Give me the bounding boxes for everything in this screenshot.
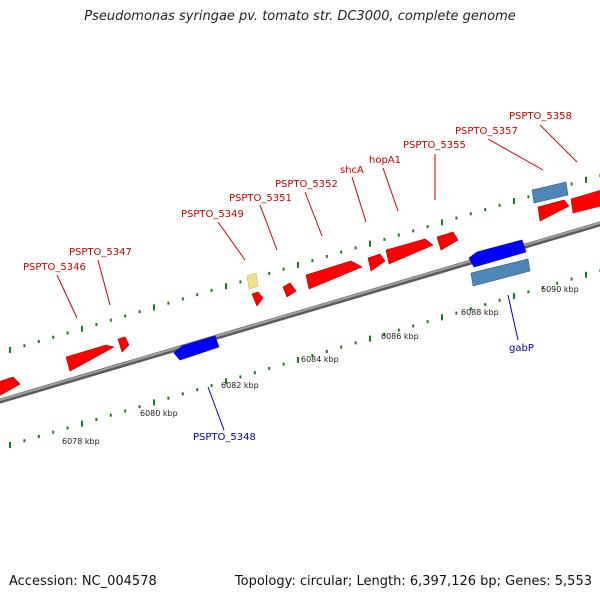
gene-label[interactable]: PSPTO_5346 <box>23 262 86 273</box>
pseudo-feature[interactable] <box>246 272 259 290</box>
gene-arrow[interactable] <box>0 376 21 396</box>
page-title: Pseudomonas syringae pv. tomato str. DC3… <box>84 9 516 24</box>
gene-label[interactable]: PSPTO_5349 <box>181 209 244 220</box>
accession-text: Accession: NC_004578 <box>9 574 157 589</box>
gene-arrow[interactable] <box>436 231 459 251</box>
tick-label: 6086 kbp <box>381 332 419 341</box>
gene-arrow[interactable] <box>385 238 434 265</box>
gene-label[interactable]: PSPTO_5347 <box>69 247 132 258</box>
gene-label[interactable]: PSPTO_5348 <box>193 432 256 443</box>
genome-summary-text: Topology: circular; Length: 6,397,126 bp… <box>234 574 592 589</box>
tick-label: 6078 kbp <box>62 437 100 446</box>
gene-arrow[interactable] <box>367 253 386 272</box>
gene-arrow[interactable] <box>65 344 115 372</box>
label-leaders <box>56 124 578 431</box>
gene-label[interactable]: PSPTO_5355 <box>403 140 466 151</box>
tick-label: 6084 kbp <box>301 355 339 364</box>
other-features <box>470 181 569 287</box>
feature-block[interactable] <box>531 181 569 204</box>
tick-label: 6082 kbp <box>221 381 259 390</box>
forward-genes <box>0 189 600 396</box>
gene-label[interactable]: PSPTO_5358 <box>509 111 572 122</box>
tick-row-upper <box>9 174 600 353</box>
gene-arrow[interactable] <box>305 260 363 290</box>
tick-label: 6080 kbp <box>140 409 178 418</box>
tick-label: 6090 kbp <box>541 285 579 294</box>
tick-row-lower <box>9 269 600 448</box>
gene-arrow[interactable] <box>251 291 264 307</box>
scale-labels: 6078 kbp 6080 kbp 6082 kbp 6084 kbp 6086… <box>62 285 579 446</box>
gene-arrow[interactable] <box>570 189 600 214</box>
gene-arrow[interactable] <box>117 336 130 353</box>
tick-label: 6088 kbp <box>461 308 499 317</box>
gene-arrow[interactable] <box>537 199 570 222</box>
gene-labels: PSPTO_5346 PSPTO_5347 PSPTO_5348 PSPTO_5… <box>23 111 572 443</box>
reverse-genes <box>173 239 527 361</box>
gene-arrow[interactable] <box>468 239 527 268</box>
gene-label[interactable]: PSPTO_5351 <box>229 193 292 204</box>
gene-label[interactable]: gabP <box>509 343 534 354</box>
gene-label[interactable]: shcA <box>340 165 364 176</box>
feature-block[interactable] <box>470 258 531 287</box>
gene-arrow[interactable] <box>282 282 297 298</box>
gene-label[interactable]: PSPTO_5357 <box>455 126 518 137</box>
gene-arrow[interactable] <box>173 335 220 361</box>
gene-label[interactable]: PSPTO_5352 <box>275 179 338 190</box>
gene-label[interactable]: hopA1 <box>369 155 401 166</box>
